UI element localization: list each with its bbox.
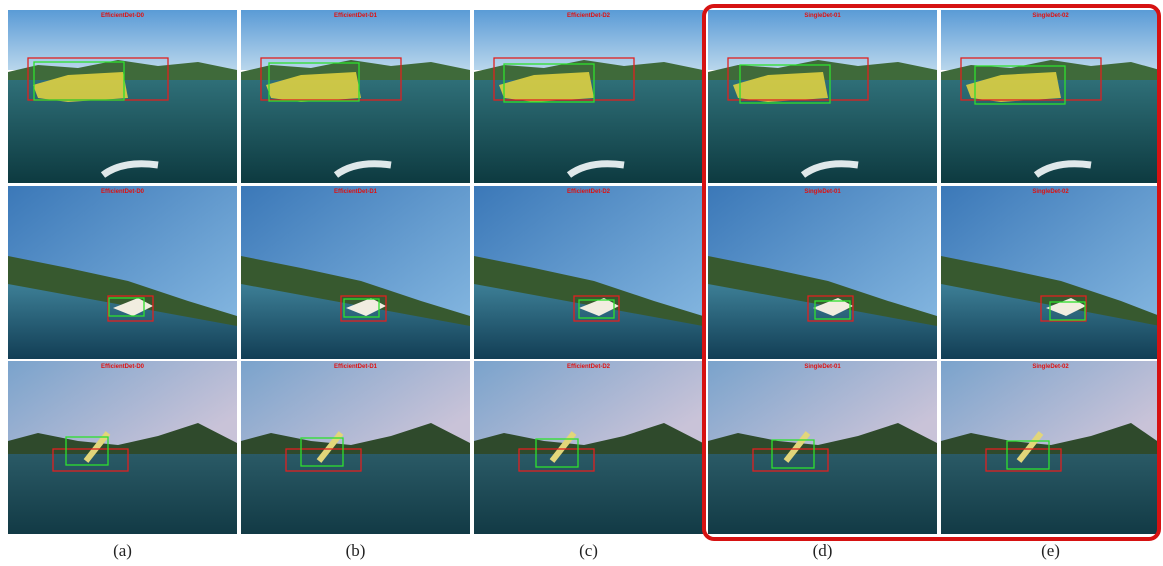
photo-title: EfficientDet-D0 xyxy=(101,189,145,195)
photo-title: EfficientDet-D2 xyxy=(567,364,611,370)
photo-title: SingleDet-02 xyxy=(1032,364,1069,370)
photo: EfficientDet-D1 xyxy=(241,186,470,359)
photo-title: EfficientDet-D1 xyxy=(334,189,378,195)
photo-title: SingleDet-01 xyxy=(804,364,841,370)
sea xyxy=(474,454,703,534)
photo-title: EfficientDet-D2 xyxy=(567,13,611,19)
photo: SingleDet-01 xyxy=(708,361,937,534)
caption: (a) xyxy=(113,541,132,560)
sea xyxy=(241,454,470,534)
photo-title: EfficientDet-D0 xyxy=(101,364,145,370)
photo-title: EfficientDet-D1 xyxy=(334,364,378,370)
photo: EfficientDet-D2 xyxy=(474,186,703,359)
photo-title: EfficientDet-D1 xyxy=(334,13,378,19)
photo: SingleDet-02 xyxy=(941,361,1160,534)
photo: EfficientDet-D2 xyxy=(474,361,703,534)
photo-title: SingleDet-01 xyxy=(804,189,841,195)
caption: (d) xyxy=(813,541,833,560)
caption: (b) xyxy=(346,541,366,560)
photo-title: SingleDet-02 xyxy=(1032,189,1069,195)
caption: (c) xyxy=(579,541,598,560)
photo: EfficientDet-D2 xyxy=(474,10,703,183)
sea xyxy=(941,454,1160,534)
photo: EfficientDet-D0 xyxy=(8,186,237,359)
photo: SingleDet-02 xyxy=(941,186,1160,359)
photo-title: SingleDet-02 xyxy=(1032,13,1069,19)
figure: EfficientDet-D0 EfficientDet-D0 EfficientD… xyxy=(0,0,1163,566)
photo: SingleDet-01 xyxy=(708,10,937,183)
photo-title: EfficientDet-D0 xyxy=(101,13,145,19)
sea xyxy=(708,454,937,534)
photo: SingleDet-01 xyxy=(708,186,937,359)
photo-title: SingleDet-01 xyxy=(804,13,841,19)
photo: EfficientDet-D0 xyxy=(8,361,237,534)
photo: EfficientDet-D1 xyxy=(241,10,470,183)
photo: EfficientDet-D0 xyxy=(8,10,237,183)
photo: EfficientDet-D1 xyxy=(241,361,470,534)
photo: SingleDet-02 xyxy=(941,10,1160,183)
sea xyxy=(8,454,237,534)
caption: (e) xyxy=(1041,541,1060,560)
photo-title: EfficientDet-D2 xyxy=(567,189,611,195)
